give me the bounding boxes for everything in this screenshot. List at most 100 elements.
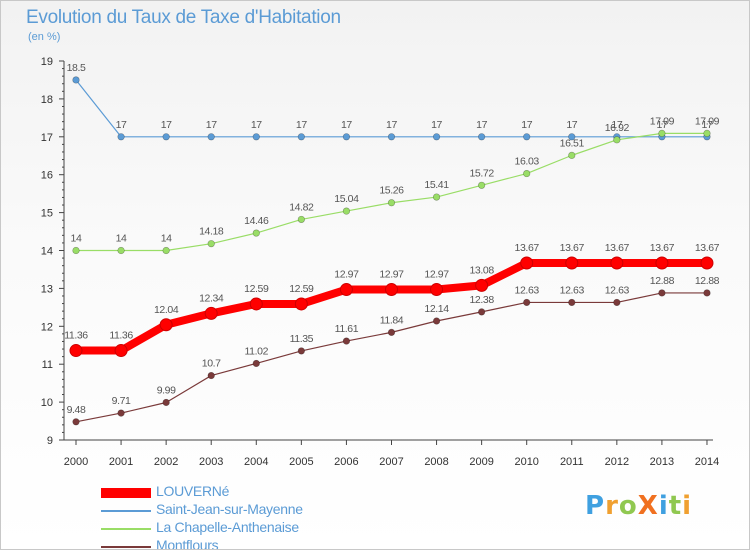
logo-letter: o bbox=[618, 491, 638, 521]
logo-letter: t bbox=[668, 491, 683, 521]
data-label: 15.72 bbox=[469, 167, 494, 179]
data-label: 14.82 bbox=[289, 201, 314, 213]
y-tick-label: 10 bbox=[41, 397, 53, 409]
data-point bbox=[703, 129, 711, 137]
data-point bbox=[478, 181, 486, 189]
data-point bbox=[162, 398, 170, 407]
data-label: 12.63 bbox=[515, 284, 540, 296]
data-label: 11.36 bbox=[109, 330, 133, 342]
data-point bbox=[565, 256, 579, 270]
data-point bbox=[523, 133, 531, 141]
y-tick-label: 13 bbox=[41, 283, 53, 295]
data-label: 12.63 bbox=[560, 284, 585, 296]
y-tick-label: 16 bbox=[41, 170, 53, 182]
data-point bbox=[520, 256, 534, 270]
y-tick-label: 15 bbox=[41, 208, 53, 220]
logo-letter: r bbox=[605, 491, 619, 521]
data-label: 13.67 bbox=[605, 242, 630, 254]
y-tick-label: 19 bbox=[41, 56, 53, 68]
data-label: 17 bbox=[341, 119, 352, 131]
data-label: 14 bbox=[161, 233, 172, 245]
y-tick-label: 9 bbox=[47, 435, 53, 447]
data-point bbox=[252, 133, 260, 141]
data-label: 15.04 bbox=[334, 193, 359, 205]
x-tick-label: 2014 bbox=[695, 456, 719, 468]
x-tick-label: 2010 bbox=[514, 456, 538, 468]
data-point bbox=[568, 151, 576, 159]
data-point bbox=[117, 246, 125, 255]
data-label: 15.26 bbox=[379, 185, 404, 197]
data-point bbox=[114, 344, 128, 358]
x-tick-label: 2003 bbox=[199, 456, 223, 468]
data-point bbox=[432, 317, 441, 325]
data-label: 13.08 bbox=[469, 264, 494, 276]
data-point bbox=[72, 246, 80, 255]
data-label: 9.99 bbox=[157, 384, 176, 396]
data-point bbox=[342, 207, 351, 215]
data-point bbox=[72, 76, 80, 84]
legend-label: La Chapelle-Anthenaise bbox=[156, 519, 299, 535]
data-point bbox=[297, 133, 305, 141]
data-label: 17 bbox=[161, 119, 172, 131]
data-point bbox=[342, 133, 351, 141]
x-tick-label: 2011 bbox=[560, 456, 584, 468]
data-label: 17 bbox=[251, 119, 262, 131]
data-point bbox=[523, 298, 531, 307]
x-tick-label: 2001 bbox=[109, 456, 133, 468]
data-label: 12.88 bbox=[695, 275, 720, 287]
y-tick-label: 14 bbox=[41, 246, 53, 258]
data-point bbox=[207, 371, 215, 380]
data-label: 14.46 bbox=[244, 215, 269, 227]
data-label: 17 bbox=[431, 119, 442, 131]
data-point bbox=[568, 298, 576, 307]
data-point bbox=[387, 199, 396, 207]
proxiti-logo: ProXiti bbox=[585, 491, 692, 521]
legend-swatch bbox=[101, 488, 151, 498]
data-point bbox=[252, 359, 260, 368]
data-point bbox=[432, 133, 441, 141]
data-label: 12.14 bbox=[424, 303, 449, 315]
data-point bbox=[162, 133, 170, 141]
data-point bbox=[294, 297, 308, 311]
data-label: 9.71 bbox=[112, 395, 131, 407]
data-label: 14.18 bbox=[199, 226, 224, 238]
unit-label: (en %) bbox=[28, 31, 61, 43]
legend-swatch bbox=[101, 546, 151, 548]
y-tick-label: 17 bbox=[41, 132, 53, 144]
x-tick-label: 2004 bbox=[244, 456, 268, 468]
data-label: 17 bbox=[206, 119, 217, 131]
x-tick-label: 2000 bbox=[64, 456, 88, 468]
data-label: 12.97 bbox=[379, 269, 404, 281]
data-point bbox=[384, 283, 398, 297]
data-point bbox=[387, 328, 396, 336]
x-tick-label: 2007 bbox=[379, 456, 403, 468]
data-label: 17 bbox=[386, 119, 397, 131]
data-label: 18.5 bbox=[67, 62, 86, 74]
data-label: 12.59 bbox=[289, 283, 314, 295]
data-label: 9.48 bbox=[67, 404, 86, 416]
data-point bbox=[658, 289, 666, 297]
data-label: 16.92 bbox=[605, 122, 630, 134]
data-point bbox=[339, 283, 353, 297]
y-tick-label: 11 bbox=[42, 359, 53, 371]
logo-letter: i bbox=[682, 491, 693, 521]
x-tick-label: 2005 bbox=[289, 456, 313, 468]
legend-label: Montflours bbox=[156, 537, 219, 550]
data-label: 14 bbox=[116, 233, 127, 245]
data-point bbox=[207, 240, 215, 248]
data-label: 13.67 bbox=[560, 242, 585, 254]
data-label: 11.02 bbox=[245, 345, 269, 357]
x-tick-label: 2009 bbox=[469, 456, 493, 468]
data-label: 11.36 bbox=[64, 330, 88, 342]
x-tick-label: 2008 bbox=[424, 456, 448, 468]
data-point bbox=[387, 133, 396, 141]
data-label: 12.38 bbox=[469, 294, 494, 306]
data-point bbox=[523, 169, 531, 178]
legend-label: Saint-Jean-sur-Mayenne bbox=[156, 501, 303, 517]
data-point bbox=[475, 278, 489, 292]
data-label: 12.97 bbox=[334, 269, 359, 281]
data-label: 17 bbox=[566, 119, 577, 131]
data-label: 17 bbox=[521, 119, 532, 131]
data-point bbox=[655, 256, 669, 270]
